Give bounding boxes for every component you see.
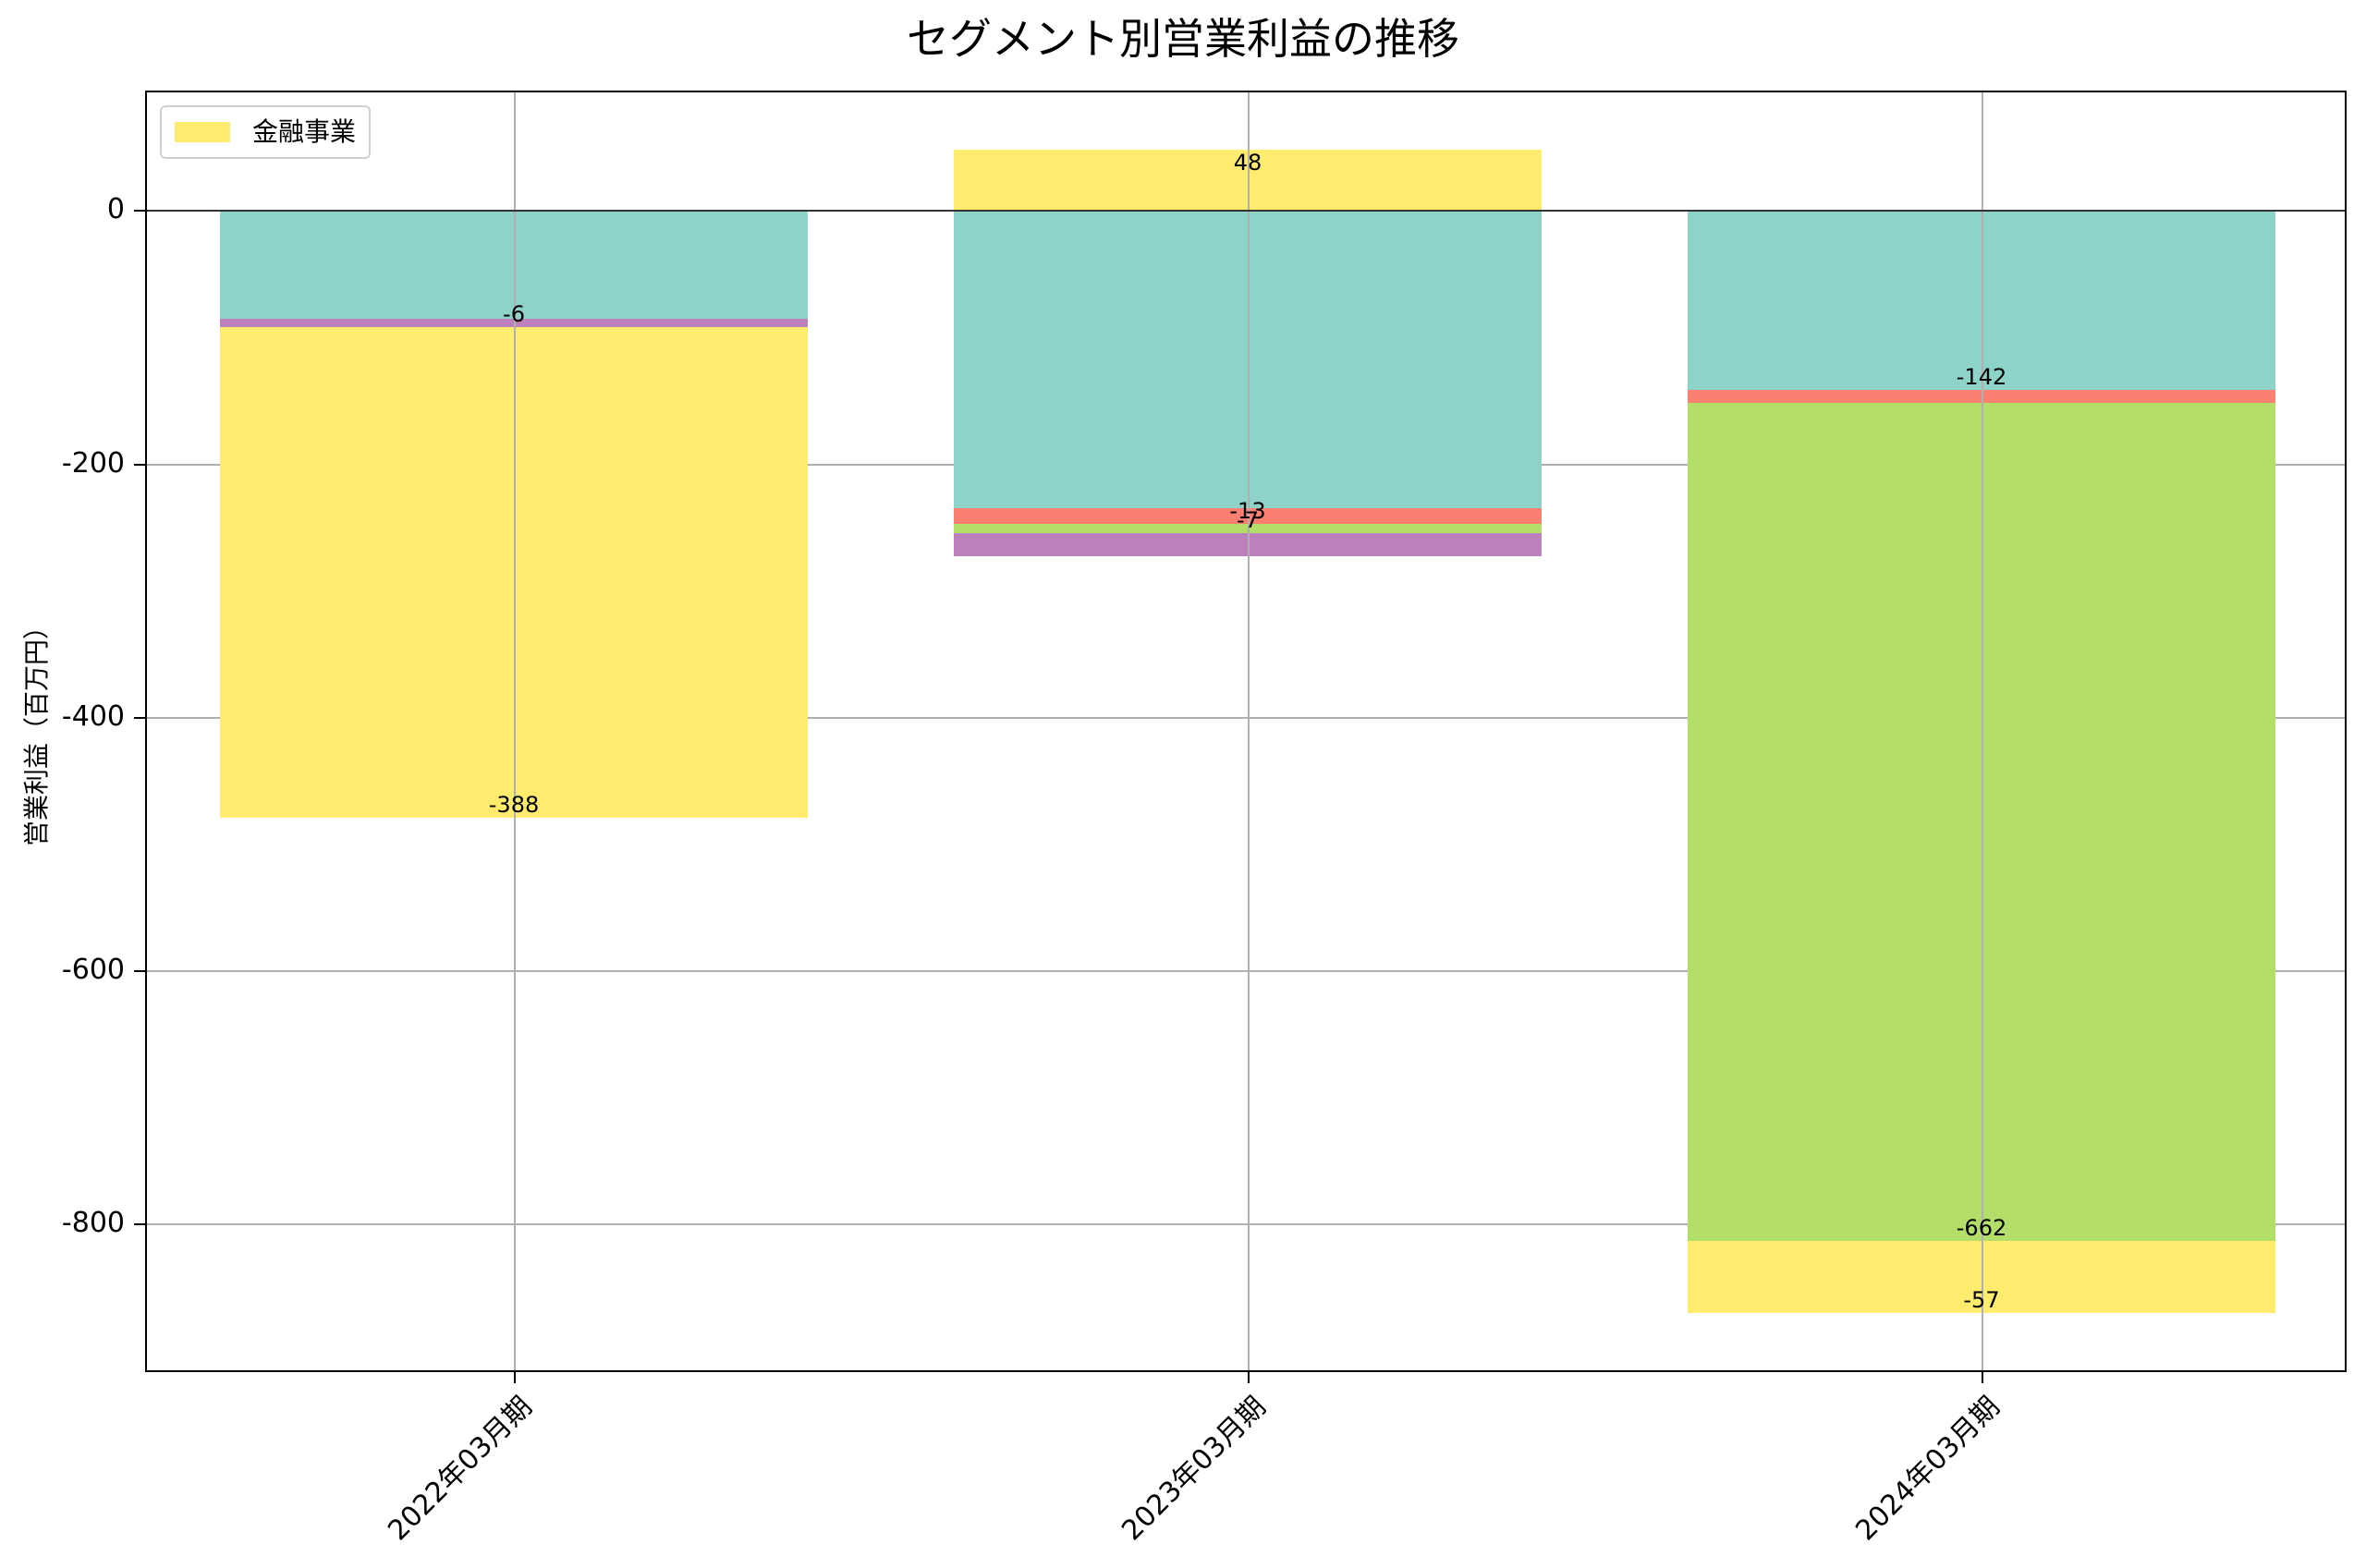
plot-area: 金融事業 0 -200 -400 -600 -800 2022年03月期 2023年03月期… bbox=[62, 91, 2347, 1547]
bar-value-label: -57 bbox=[1963, 1287, 2000, 1314]
bar-segment bbox=[1688, 210, 2275, 391]
chart-title: セグメント別営業利益の推移 bbox=[907, 14, 1459, 64]
bar-segment bbox=[1688, 390, 2275, 403]
y-tick-label: -600 bbox=[61, 953, 125, 986]
grid-line-h bbox=[147, 969, 2345, 972]
bar-segment bbox=[220, 326, 808, 819]
y-tick bbox=[134, 716, 145, 719]
y-tick bbox=[134, 969, 145, 972]
bar-segment bbox=[954, 524, 1542, 533]
bar-segment bbox=[220, 319, 808, 327]
grid-line-h bbox=[147, 1222, 2345, 1225]
x-tick-label: 2022年03月期 bbox=[382, 1390, 539, 1548]
y-tick bbox=[134, 463, 145, 466]
y-tick bbox=[134, 210, 145, 213]
x-tick-label: 2024年03月期 bbox=[1849, 1390, 2006, 1548]
grid-line-h bbox=[147, 716, 2345, 719]
legend-swatch-financial bbox=[175, 122, 230, 142]
y-tick-label: -200 bbox=[61, 446, 125, 480]
bar-segment bbox=[954, 210, 1542, 508]
grid-line-v bbox=[514, 92, 516, 1370]
bar-value-label: -13 bbox=[1229, 498, 1266, 525]
bar-segment bbox=[1688, 402, 2275, 1242]
bar-segment bbox=[954, 507, 1542, 525]
x-tick bbox=[1982, 1372, 1983, 1383]
bar-segment bbox=[1688, 1241, 2275, 1314]
bar-segment bbox=[954, 149, 1542, 211]
bar-value-label: -7 bbox=[1237, 506, 1259, 533]
y-tick bbox=[134, 1222, 145, 1225]
grid-line-v bbox=[1982, 92, 1983, 1370]
bar-value-label: -662 bbox=[1956, 1215, 2007, 1242]
y-tick-label: 0 bbox=[106, 193, 125, 226]
bar-value-label: -6 bbox=[503, 300, 525, 327]
grid-line-v bbox=[1248, 92, 1250, 1370]
legend: 金融事業 bbox=[160, 105, 372, 159]
bar-value-label: -142 bbox=[1956, 364, 2007, 391]
legend-label-financial: 金融事業 bbox=[252, 116, 357, 147]
bar-value-label: -388 bbox=[488, 792, 540, 819]
y-tick-label: -800 bbox=[61, 1206, 125, 1239]
x-tick-label: 2023年03月期 bbox=[1116, 1390, 1273, 1548]
zero-baseline bbox=[147, 210, 2345, 213]
bar-segment bbox=[220, 210, 808, 320]
x-tick bbox=[514, 1372, 516, 1383]
y-tick-label: -400 bbox=[61, 699, 125, 733]
bar-segment bbox=[954, 532, 1542, 556]
x-tick bbox=[1248, 1372, 1250, 1383]
bar-value-label: 48 bbox=[1233, 149, 1262, 176]
y-axis-label: 営業利益（百万円） bbox=[21, 613, 52, 847]
